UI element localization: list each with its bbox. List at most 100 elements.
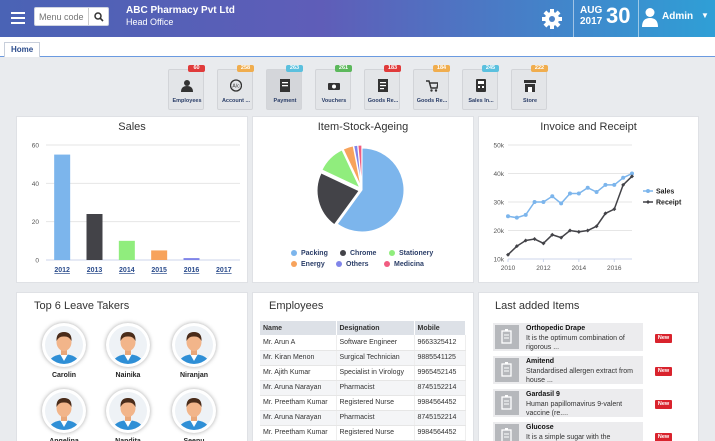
x-tick-label: 2010	[501, 265, 516, 272]
list-item[interactable]: Gardasil 9 Human papillomavirus 9-valent …	[493, 389, 643, 417]
avatar[interactable]	[106, 389, 150, 433]
data-point[interactable]	[568, 191, 572, 196]
legend-item-stationery[interactable]: Stationery	[389, 250, 433, 257]
data-point[interactable]	[594, 190, 599, 195]
x-tick-label[interactable]: 2017	[216, 267, 232, 274]
data-point[interactable]	[594, 224, 599, 229]
item-image-icon	[495, 358, 519, 382]
data-point[interactable]	[630, 174, 634, 179]
avatar[interactable]	[172, 389, 216, 433]
x-tick-label[interactable]: 2014	[119, 267, 135, 274]
item-description: It is the optimum combination of rigorou…	[526, 335, 625, 351]
search-icon[interactable]	[88, 8, 108, 25]
avatar[interactable]	[42, 323, 86, 367]
legend-label[interactable]: Sales	[656, 189, 674, 196]
data-point[interactable]	[603, 182, 608, 187]
pie-slice-energy[interactable]	[342, 145, 362, 188]
data-point[interactable]	[612, 182, 617, 187]
quick-link-sales-in[interactable]: Sales In...	[462, 69, 498, 110]
table-row[interactable]: Mr. Aruna Narayan Pharmacist 8745152214	[260, 410, 466, 426]
table-row[interactable]: Mr. Kiran Menon Surgical Technician 988554…	[260, 350, 466, 366]
legend-marker	[389, 250, 395, 256]
avatar[interactable]	[106, 323, 150, 367]
quick-link-goods-re[interactable]: Goods Re...	[413, 69, 449, 110]
pie-slice-chrome[interactable]	[316, 172, 360, 226]
data-point[interactable]	[630, 171, 634, 176]
data-point[interactable]	[523, 212, 528, 217]
item-image-icon	[495, 325, 519, 349]
data-point[interactable]	[523, 238, 528, 243]
table-row[interactable]: Mr. Aruna Narayan Pharmacist 8745152214	[260, 380, 466, 396]
x-tick-label[interactable]: 2013	[87, 267, 103, 274]
pie-slice-stationery[interactable]	[321, 149, 361, 189]
quick-link-account[interactable]: A/c Account ...	[217, 69, 253, 110]
data-point[interactable]	[532, 237, 537, 242]
data-point[interactable]	[585, 185, 590, 190]
quick-link-goods-re[interactable]: Goods Re...	[364, 69, 400, 110]
table-row[interactable]: Mr. Preetham Kumar Registered Nurse 998456…	[260, 395, 466, 411]
data-point[interactable]	[621, 182, 626, 187]
legend-marker	[291, 261, 297, 267]
data-point[interactable]	[514, 215, 519, 220]
avatar[interactable]	[172, 323, 216, 367]
list-item[interactable]: Amitend Standardised allergen extract fro…	[493, 356, 643, 384]
quick-link-vouchers[interactable]: Vouchers	[315, 69, 351, 110]
data-point[interactable]	[576, 191, 581, 196]
tab-home[interactable]: Home	[4, 42, 41, 57]
date-year: 2017	[580, 16, 603, 27]
data-point[interactable]	[550, 232, 555, 237]
x-tick-label[interactable]: 2016	[184, 267, 200, 274]
invoice-panel	[478, 116, 699, 283]
data-point[interactable]	[532, 200, 537, 204]
data-point[interactable]	[559, 201, 564, 206]
x-tick-label[interactable]: 2012	[54, 267, 70, 274]
x-tick-label[interactable]: 2015	[151, 267, 167, 274]
legend-label[interactable]: Receipt	[656, 200, 682, 207]
data-point[interactable]	[568, 228, 572, 233]
data-point[interactable]	[541, 241, 546, 246]
legend-item-others[interactable]: Others	[336, 261, 369, 268]
bar-2013[interactable]	[86, 214, 103, 260]
data-point[interactable]	[506, 214, 510, 219]
legend-item-energy[interactable]: Energy	[291, 261, 325, 268]
data-point[interactable]	[612, 207, 617, 212]
bar-2015[interactable]	[151, 250, 168, 260]
quick-link-employees[interactable]: Employees	[168, 69, 204, 110]
gear-icon[interactable]	[540, 7, 564, 31]
data-point[interactable]	[621, 175, 626, 180]
table-row[interactable]: Mr. Ajith Kumar Specialist in Virology 996…	[260, 365, 466, 381]
bar-2016[interactable]	[183, 258, 200, 260]
legend-item-packing[interactable]: Packing	[291, 250, 328, 257]
table-row[interactable]: Mr. Arun A Software Engineer 9663325412	[260, 335, 466, 351]
vouchers-icon	[328, 79, 340, 92]
data-point[interactable]	[514, 244, 519, 249]
list-item[interactable]: Orthopedic Drape It is the optimum combin…	[493, 323, 643, 351]
y-tick-label: 40	[32, 181, 40, 188]
list-item[interactable]: Glucose It is a simple sugar with the	[493, 422, 643, 441]
pie-slice-packing[interactable]	[336, 147, 405, 233]
avatar[interactable]	[42, 389, 86, 433]
user-menu[interactable]: Admin ▼	[642, 7, 712, 29]
data-point[interactable]	[603, 211, 608, 216]
quick-link-store[interactable]: Store	[511, 69, 547, 110]
item-name: Amitend	[526, 358, 554, 365]
pie-slice-medicina[interactable]	[357, 144, 363, 188]
menu-icon[interactable]	[11, 12, 25, 24]
bar-2012[interactable]	[54, 154, 71, 260]
quick-link-payment[interactable]: Payment	[266, 69, 302, 110]
data-point[interactable]	[550, 194, 555, 199]
person-icon	[175, 392, 213, 430]
data-point[interactable]	[541, 200, 546, 204]
legend-item-medicina[interactable]: Medicina	[384, 261, 424, 268]
legend-item-chrome[interactable]: Chrome	[340, 250, 376, 257]
data-point[interactable]	[585, 228, 590, 233]
column-header-designation: Designation	[336, 321, 415, 335]
bar-2014[interactable]	[118, 240, 135, 260]
items-title: Last added Items	[495, 300, 580, 312]
table-row[interactable]: Mr. Preetham Kumar Registered Nurse 998456…	[260, 425, 466, 441]
person-name: Angelina	[34, 438, 94, 441]
data-point[interactable]	[506, 252, 510, 257]
data-point[interactable]	[576, 229, 581, 234]
menu-code-input[interactable]	[35, 8, 88, 25]
data-point[interactable]	[559, 235, 564, 240]
